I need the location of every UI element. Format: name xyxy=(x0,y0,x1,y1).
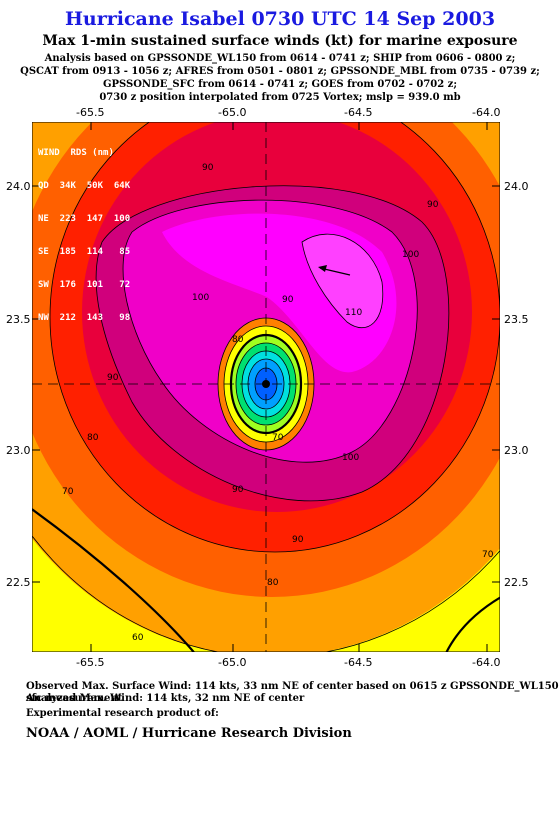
lon-tick-top-1: -65.5 xyxy=(76,106,105,119)
legend-row-nw: NW 212 143 98 xyxy=(38,313,131,323)
contour-label-70-w: 70 xyxy=(62,487,74,497)
lon-tick-bottom-4: -64.0 xyxy=(472,656,501,669)
contour-label-100-w: 100 xyxy=(192,293,209,303)
contour-34kt-se xyxy=(445,596,500,652)
contour-label-100-se: 100 xyxy=(342,453,359,463)
legend-row-se: SE 185 114 85 xyxy=(38,247,131,257)
wind-field-map: 90 90 100 100 110 90 80 90 80 70 100 90 … xyxy=(32,122,500,652)
contour-label-90-n: 90 xyxy=(202,163,214,173)
contour-label-80-w: 80 xyxy=(87,433,99,443)
contour-label-60-sw: 60 xyxy=(132,633,144,643)
page-subtitle: Max 1-min sustained surface winds (kt) f… xyxy=(42,33,518,49)
lat-tick-right-4: 22.5 xyxy=(504,576,529,589)
contour-label-80-core: 80 xyxy=(232,335,244,345)
contour-label-70-core: 70 xyxy=(272,433,284,443)
analysis-line-2: QSCAT from 0913 - 1056 z; AFRES from 050… xyxy=(20,66,540,77)
lon-tick-top-4: -64.0 xyxy=(472,106,501,119)
lat-tick-right-2: 23.5 xyxy=(504,313,529,326)
analyzed-max-wind: Analyzed Max. Wind: 114 kts, 32 nm NE of… xyxy=(26,693,305,704)
contour-label-110: 110 xyxy=(345,308,362,318)
lat-tick-right-3: 23.0 xyxy=(504,444,529,457)
page-title: Hurricane Isabel 0730 UTC 14 Sep 2003 xyxy=(64,8,496,30)
legend-columns: QD 34K 50K 64K xyxy=(38,181,131,191)
band-wind-max xyxy=(302,234,383,328)
observed-max-wind: Observed Max. Surface Wind: 114 kts, 33 … xyxy=(26,681,559,704)
lon-tick-bottom-3: -64.5 xyxy=(344,656,373,669)
credit-line: NOAA / AOML / Hurricane Research Divisio… xyxy=(26,726,352,741)
contour-label-90-s: 90 xyxy=(232,485,244,495)
lat-tick-left-2: 23.5 xyxy=(6,313,31,326)
analysis-line-1: Analysis based on GPSSONDE_WL150 from 06… xyxy=(44,53,516,64)
legend-row-sw: SW 176 101 72 xyxy=(38,280,131,290)
legend-row-ne: NE 223 147 100 xyxy=(38,214,131,224)
lat-tick-left-4: 22.5 xyxy=(6,576,31,589)
contour-label-80-s: 80 xyxy=(267,578,279,588)
storm-center-marker xyxy=(262,380,270,388)
lat-tick-left-1: 24.0 xyxy=(6,180,31,193)
contour-label-90-s2: 90 xyxy=(292,535,304,545)
legend-header: WIND RDS (nm) xyxy=(38,148,114,158)
analysis-line-4: 0730 z position interpolated from 0725 V… xyxy=(99,92,461,103)
max-wind-arrowhead xyxy=(318,265,327,272)
lon-tick-top-3: -64.5 xyxy=(344,106,373,119)
contour-label-90-ne: 90 xyxy=(427,200,439,210)
lon-tick-bottom-2: -65.0 xyxy=(218,656,247,669)
contour-34kt-sw xyxy=(32,507,196,652)
contour-label-90-w: 90 xyxy=(107,373,119,383)
contour-label-90-core: 90 xyxy=(282,295,294,305)
lon-tick-top-2: -65.0 xyxy=(218,106,247,119)
lon-tick-bottom-1: -65.5 xyxy=(76,656,105,669)
contour-label-70-se: 70 xyxy=(482,550,494,560)
wind-radii-legend: WIND RDS (nm) QD 34K 50K 64K NE 223 147 … xyxy=(38,126,130,335)
analysis-line-3: GPSSONDE_SFC from 0614 - 0741 z; GOES fr… xyxy=(102,79,458,90)
contour-label-100-e: 100 xyxy=(402,250,419,260)
lat-tick-left-3: 23.0 xyxy=(6,444,31,457)
experimental-note: Experimental research product of: xyxy=(26,708,219,719)
lat-tick-right-1: 24.0 xyxy=(504,180,529,193)
